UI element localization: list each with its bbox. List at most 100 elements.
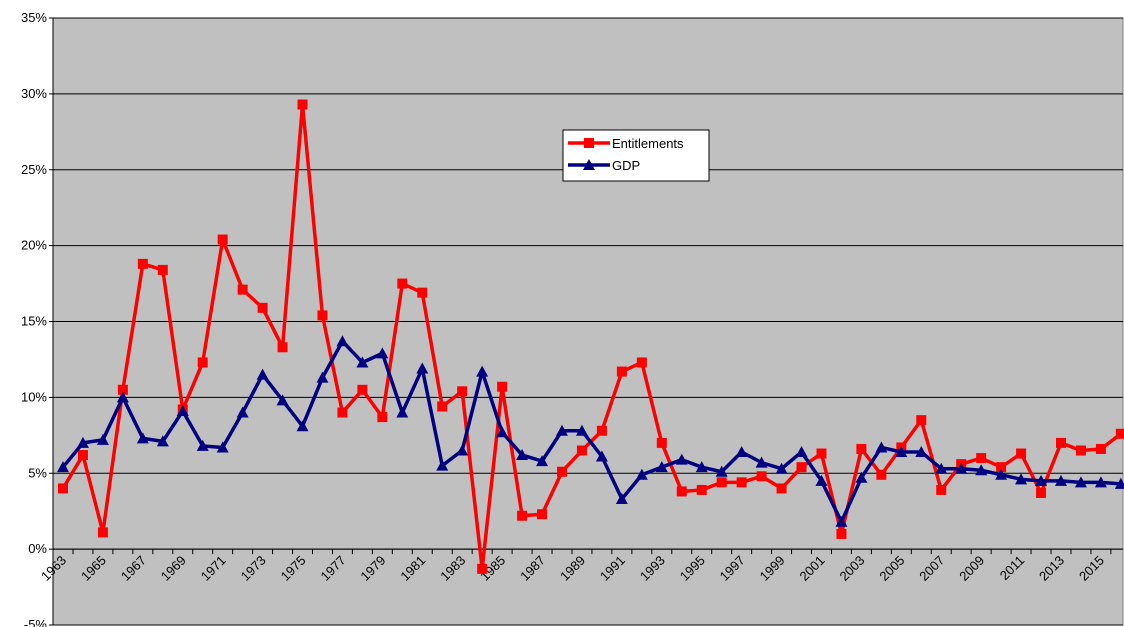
marker [856, 443, 867, 454]
marker [695, 461, 708, 473]
marker [377, 412, 388, 423]
marker [117, 384, 128, 395]
marker [337, 407, 348, 418]
marker [317, 310, 328, 321]
marker [397, 278, 408, 289]
marker [815, 474, 828, 486]
marker [715, 465, 728, 477]
y-tick-label: 35% [21, 10, 47, 25]
marker [496, 426, 509, 438]
marker [437, 401, 448, 412]
marker [1114, 477, 1124, 489]
marker [236, 406, 249, 418]
series-line [61, 339, 1122, 524]
marker [297, 99, 308, 110]
marker [57, 461, 69, 473]
y-tick-label: 30% [21, 86, 47, 101]
y-tick-label: 15% [21, 314, 47, 329]
marker [197, 357, 208, 368]
marker [655, 461, 668, 473]
marker [775, 462, 788, 474]
marker [936, 484, 947, 495]
y-tick-label: 20% [21, 238, 47, 253]
marker [357, 384, 368, 395]
marker [497, 381, 508, 392]
marker [576, 445, 587, 456]
marker [316, 371, 329, 383]
marker [417, 287, 428, 298]
marker [835, 515, 848, 527]
marker [336, 335, 349, 347]
marker [237, 284, 248, 295]
marker [1016, 448, 1027, 459]
marker [656, 437, 667, 448]
marker [58, 483, 68, 494]
marker [1055, 474, 1067, 486]
marker [755, 456, 768, 468]
marker [296, 420, 309, 432]
marker [156, 435, 169, 447]
marker [516, 449, 529, 461]
marker [595, 450, 608, 462]
y-tick-label: 0% [28, 541, 47, 556]
marker [277, 342, 288, 353]
marker [376, 347, 389, 359]
marker [96, 433, 109, 445]
marker [1074, 476, 1087, 488]
marker [396, 406, 409, 418]
marker [1036, 487, 1047, 498]
marker [955, 462, 968, 474]
marker [756, 471, 767, 482]
marker [536, 455, 549, 467]
marker [716, 477, 727, 488]
marker [935, 462, 948, 474]
marker [875, 441, 888, 453]
marker [456, 444, 469, 456]
marker [76, 436, 89, 448]
marker [477, 563, 488, 574]
marker [975, 464, 988, 476]
marker [736, 477, 747, 488]
marker [616, 366, 627, 377]
marker [556, 424, 568, 436]
y-tick-label: 25% [21, 162, 47, 177]
marker [77, 450, 88, 461]
marker [876, 469, 887, 480]
legend-marker [584, 138, 594, 148]
marker [436, 459, 449, 471]
marker [816, 448, 827, 459]
marker [836, 528, 847, 539]
marker [675, 453, 688, 465]
marker [557, 466, 567, 477]
marker [517, 510, 528, 521]
marker [916, 415, 927, 426]
legend-marker [583, 159, 595, 170]
marker [996, 462, 1007, 473]
marker [216, 441, 229, 453]
marker [696, 484, 707, 495]
marker [795, 446, 808, 458]
marker [1035, 474, 1048, 486]
marker [196, 439, 209, 451]
marker [976, 453, 987, 464]
marker [217, 234, 228, 245]
marker [635, 468, 648, 480]
marker [915, 446, 928, 458]
y-tick-label: -5% [24, 617, 48, 627]
marker [615, 493, 628, 505]
marker [1094, 476, 1107, 488]
marker [537, 509, 548, 520]
marker [735, 446, 748, 458]
marker [256, 368, 269, 380]
marker [136, 432, 149, 444]
marker [676, 486, 687, 497]
marker [1075, 445, 1086, 456]
marker [157, 264, 168, 275]
marker [1056, 437, 1066, 448]
marker [995, 468, 1008, 480]
marker [796, 462, 807, 473]
marker [97, 527, 108, 538]
marker [137, 258, 148, 269]
marker [176, 405, 189, 417]
legend-label: GDP [612, 158, 640, 173]
